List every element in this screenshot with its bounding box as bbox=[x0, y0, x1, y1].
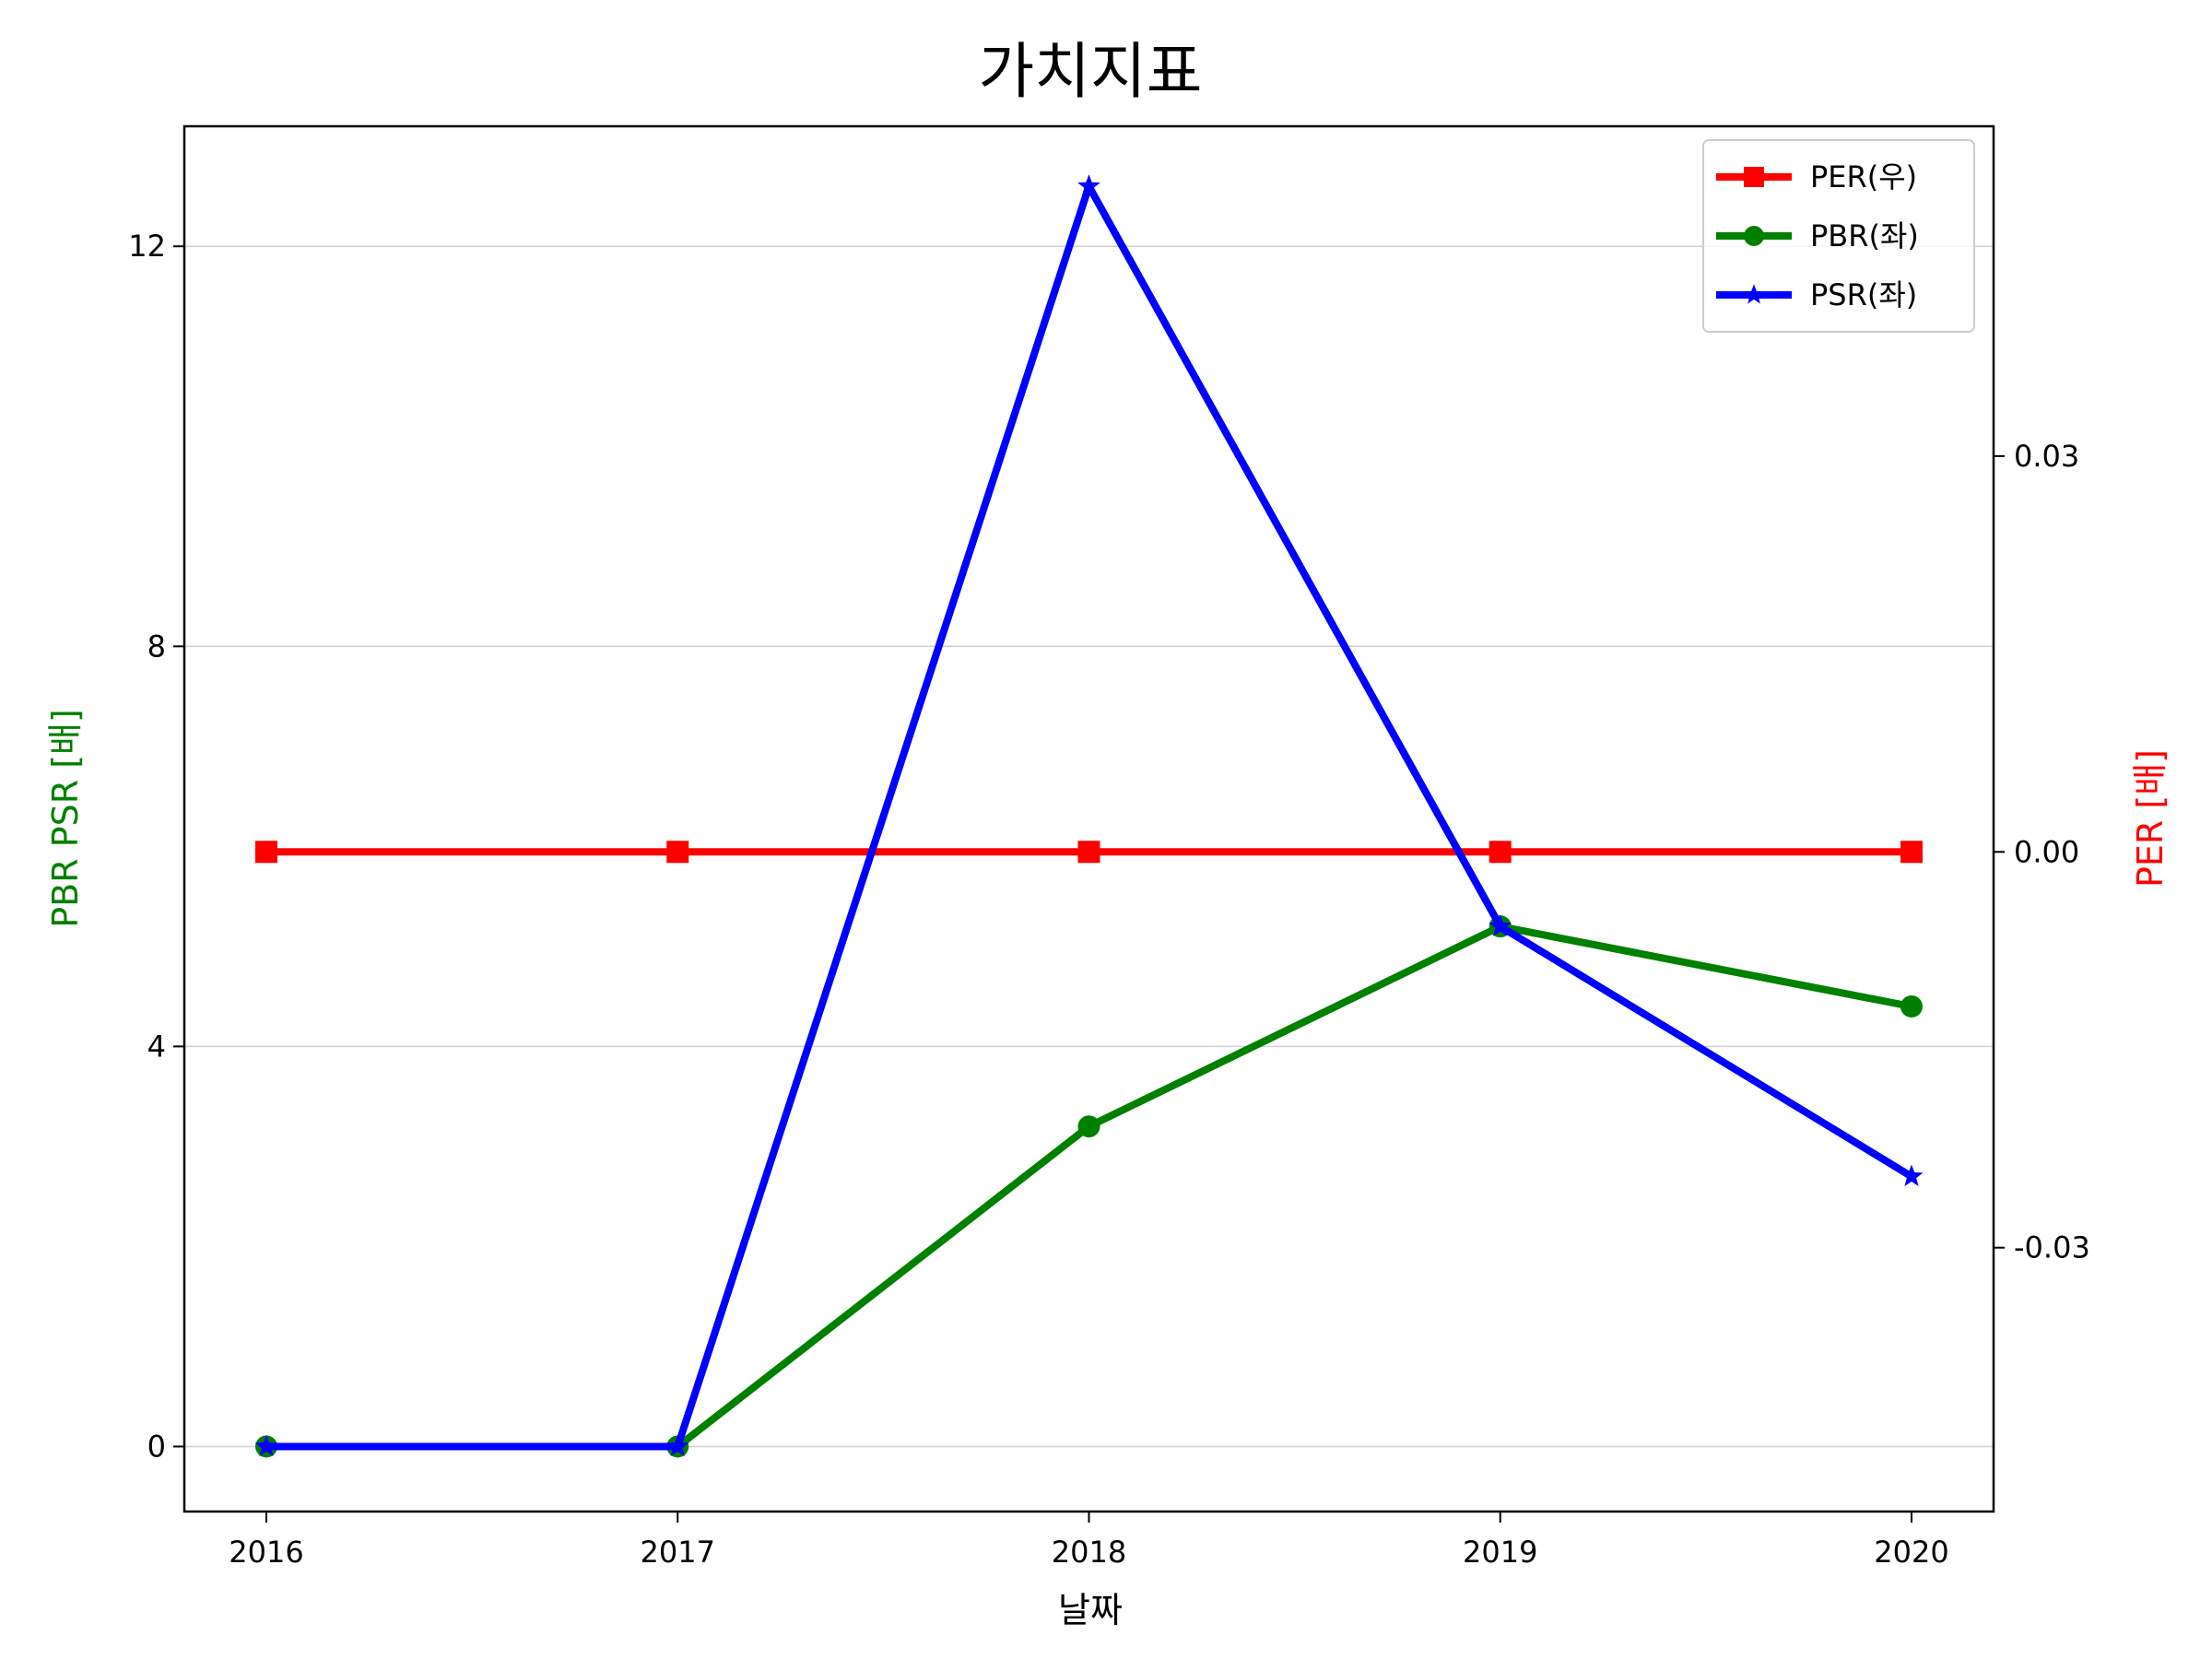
x-tick-label: 2018 bbox=[1052, 1535, 1126, 1570]
y-right-tick-label: 0.03 bbox=[2014, 439, 2079, 474]
x-tick-label: 2017 bbox=[641, 1535, 715, 1570]
chart-title: 가치지표 bbox=[979, 36, 1203, 107]
legend-marker bbox=[1743, 284, 1765, 304]
series-psr bbox=[254, 174, 1924, 1456]
data-point-psr bbox=[1900, 1164, 1924, 1186]
series-pbr bbox=[255, 915, 1923, 1458]
series-line-psr bbox=[266, 177, 1914, 1451]
y-right-tick-label: -0.03 bbox=[2014, 1230, 2090, 1265]
y-left-tick-label: 4 bbox=[147, 1029, 166, 1064]
x-axis: 2016 2017 2018 2019 2020 bbox=[229, 1512, 1949, 1570]
data-point-psr bbox=[1077, 174, 1100, 196]
x-tick-label: 2020 bbox=[1874, 1535, 1948, 1570]
legend-marker bbox=[1744, 226, 1764, 246]
y-left-tick-label: 12 bbox=[128, 229, 166, 264]
data-point-psr bbox=[1488, 914, 1512, 936]
data-point-pbr bbox=[1900, 994, 1923, 1018]
legend-marker bbox=[1744, 167, 1764, 187]
legend: PER(우) PBR(좌) PSR(좌) bbox=[1702, 139, 1975, 333]
data-point-per bbox=[1488, 841, 1512, 864]
data-point-pbr bbox=[1077, 1115, 1100, 1138]
data-point-per bbox=[255, 841, 277, 864]
legend-label: PER(우) bbox=[1810, 159, 1917, 194]
y-axis-right-label: PER [배] bbox=[2130, 749, 2171, 888]
y-left-tick-label: 8 bbox=[147, 629, 166, 664]
series-layer bbox=[254, 174, 1924, 1458]
series-per bbox=[255, 841, 1923, 864]
legend-label: PBR(좌) bbox=[1810, 218, 1919, 253]
y-left-tick-label: 0 bbox=[147, 1429, 166, 1464]
y-right-tick-label: 0.00 bbox=[2014, 834, 2079, 869]
series-line-pbr bbox=[266, 923, 1912, 1451]
legend-box bbox=[1702, 139, 1975, 333]
data-point-psr bbox=[254, 1434, 278, 1456]
plot-area-frame bbox=[182, 124, 1995, 1513]
x-tick-label: 2016 bbox=[229, 1535, 303, 1570]
y-axis-left: 0 4 8 12 bbox=[128, 229, 184, 1464]
legend-item-pbr: PBR(좌) bbox=[1716, 218, 1919, 253]
x-axis-label: 날짜 bbox=[1058, 1590, 1123, 1630]
x-tick-label: 2019 bbox=[1463, 1535, 1537, 1570]
data-point-psr bbox=[665, 1434, 689, 1456]
y-axis-right: -0.03 0.00 0.03 bbox=[1994, 439, 2090, 1265]
data-point-per bbox=[666, 841, 689, 864]
legend-item-psr: PSR(좌) bbox=[1716, 277, 1917, 312]
data-point-per bbox=[1077, 841, 1100, 864]
data-point-per bbox=[1900, 841, 1923, 864]
y-axis-left-label: PBR PSR [배] bbox=[45, 709, 86, 928]
legend-item-per: PER(우) bbox=[1716, 159, 1917, 194]
legend-label: PSR(좌) bbox=[1810, 277, 1917, 312]
